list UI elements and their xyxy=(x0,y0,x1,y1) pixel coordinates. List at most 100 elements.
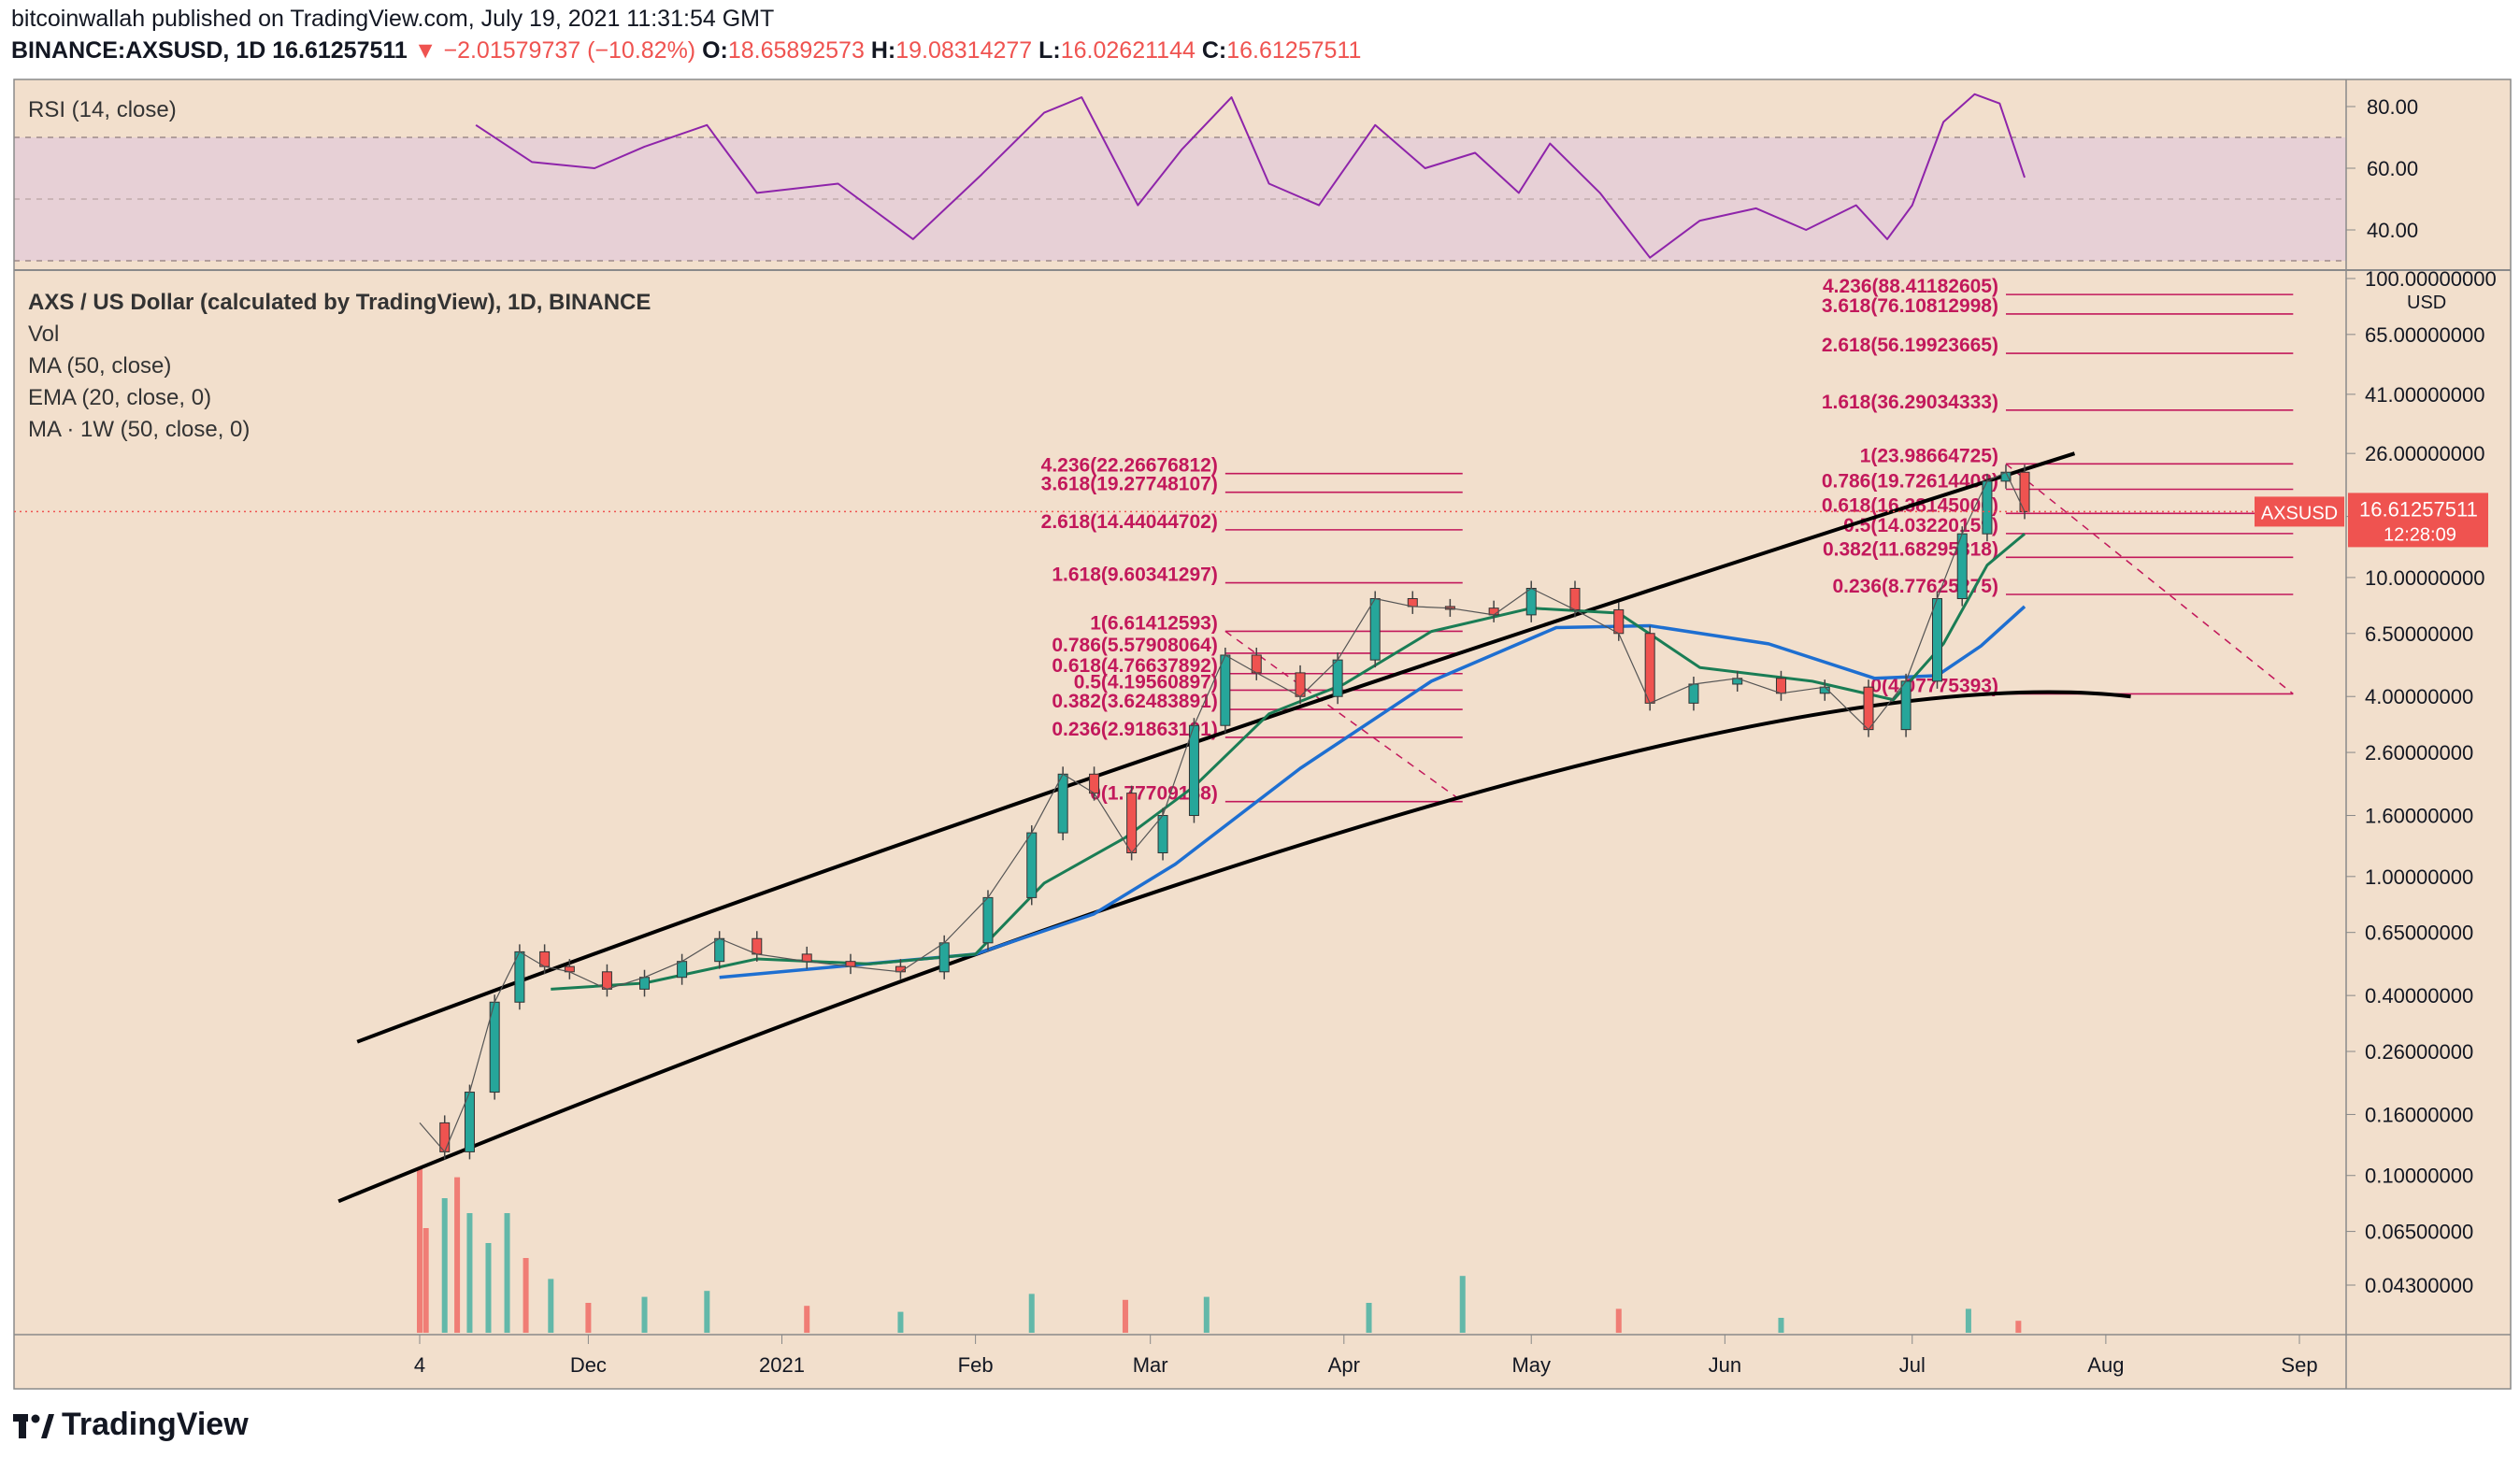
candle-body xyxy=(1220,654,1231,726)
rsi-tick-label: 40.00 xyxy=(2367,219,2418,242)
time-tick-label: Aug xyxy=(2087,1353,2124,1377)
volume-bar xyxy=(585,1303,592,1333)
legend-ema20: EMA (20, close, 0) xyxy=(28,385,212,410)
fib-level-label: 0.236(8.77625275) xyxy=(1832,576,1998,597)
tradingview-logo-icon xyxy=(13,1410,54,1438)
fib-level-label: 0.786(5.57908064) xyxy=(1052,635,1218,656)
candle-body xyxy=(982,896,994,944)
candle-body xyxy=(938,942,950,973)
symbol-tag-bg xyxy=(2255,496,2344,527)
candle-body xyxy=(1900,680,1911,731)
volume-bar xyxy=(1459,1276,1466,1333)
volume-bar xyxy=(1778,1318,1784,1333)
volume-bar xyxy=(422,1228,429,1333)
volume-bar xyxy=(1965,1308,1971,1333)
fib-trend-line xyxy=(2005,463,2294,695)
fib-level-label: 0(1.77709188) xyxy=(1090,783,1218,805)
rsi-legend: RSI (14, close) xyxy=(28,97,177,122)
price-tick-label: 41.00000000 xyxy=(2365,383,2484,407)
price-tag-time: 12:28:09 xyxy=(2384,524,2456,545)
candle-body xyxy=(1525,587,1537,616)
symbol-label: BINANCE:AXSUSD, 1D xyxy=(11,37,266,64)
fib-level-label: 0.5(14.03220159) xyxy=(1843,515,1998,536)
volume-bar xyxy=(548,1279,554,1333)
legend-ma50: MA (50, close) xyxy=(28,353,172,379)
volume-bar xyxy=(454,1177,461,1333)
fib-level-label: 4.236(22.26676812) xyxy=(1041,455,1218,477)
price-tick-label: 0.65000000 xyxy=(2365,922,2473,945)
price-tag-value: 16.61257511 xyxy=(2359,497,2478,521)
close-label: C: xyxy=(1201,37,1227,64)
price-tick-label: 26.00000000 xyxy=(2365,442,2484,465)
ema20-line xyxy=(551,533,2026,991)
price-tick-label: 4.00000000 xyxy=(2365,685,2473,708)
open-label: O: xyxy=(702,37,728,64)
fib-level-label: 0.236(2.91863191) xyxy=(1052,719,1218,740)
fib-trend-line xyxy=(1224,630,1464,803)
fib-level-label: 3.618(19.27748107) xyxy=(1041,474,1218,495)
rsi-line xyxy=(475,93,2026,259)
volume-bar xyxy=(1028,1294,1035,1333)
price-tick-label: 2.60000000 xyxy=(2365,741,2473,765)
volume-bar xyxy=(897,1311,904,1333)
candle-body xyxy=(752,937,763,955)
fib-level-label: 2.618(14.44044702) xyxy=(1041,511,1218,533)
price-tick-label: 100.00000000 xyxy=(2365,267,2497,291)
rsi-tick-label: 60.00 xyxy=(2367,157,2418,180)
candle-body xyxy=(1157,815,1168,853)
time-tick-label: 2021 xyxy=(759,1353,805,1377)
candle-body xyxy=(1775,678,1786,694)
volume-bar xyxy=(1366,1303,1372,1333)
fib-level-label: 4.236(88.41182605) xyxy=(1823,276,1998,297)
time-tick-label: Jul xyxy=(1899,1353,1926,1377)
rsi-tick-label: 80.00 xyxy=(2367,95,2418,119)
fib-level-label: 1(6.61412593) xyxy=(1090,612,1218,634)
price-tick-label: 0.40000000 xyxy=(2365,984,2473,1008)
last-price: 16.61257511 xyxy=(272,37,408,64)
volume-bar xyxy=(417,1168,422,1333)
fib-level-label: 2.618(56.19923665) xyxy=(1822,335,1998,356)
tradingview-brand: TradingView xyxy=(13,1407,249,1443)
price-tick-label: 1.60000000 xyxy=(2365,805,2473,828)
candle-body xyxy=(1332,659,1343,697)
symbol-ohlc-line: BINANCE:AXSUSD, 1D 16.61257511 ▼ −2.0157… xyxy=(11,37,1361,64)
candle-body xyxy=(1688,683,1699,704)
time-tick-label: 4 xyxy=(414,1353,425,1377)
price-tick-label: 65.00000000 xyxy=(2365,323,2484,347)
low-label: L: xyxy=(1038,37,1061,64)
channel-lower-curve xyxy=(337,690,2131,1204)
volume-bar xyxy=(2015,1321,2022,1333)
price-tick-label: 0.10000000 xyxy=(2365,1165,2473,1188)
volume-bar xyxy=(504,1213,510,1333)
publisher-line: bitcoinwallah published on TradingView.c… xyxy=(11,6,775,32)
fib-level-label: 0.618(4.76637892) xyxy=(1052,655,1218,677)
high-label: H: xyxy=(870,37,896,64)
fib-level-label: 0.786(19.72614408) xyxy=(1822,470,1998,492)
candle-body xyxy=(1026,832,1038,898)
channel-upper-curve xyxy=(356,451,2076,1044)
volume-bar xyxy=(1203,1296,1210,1333)
price-tick-label: 0.26000000 xyxy=(2365,1040,2473,1064)
candle-body xyxy=(801,953,812,963)
price-tick-label: 0.04300000 xyxy=(2365,1274,2473,1297)
price-tick-label: 1.00000000 xyxy=(2365,865,2473,889)
legend-ma1w: MA · 1W (50, close, 0) xyxy=(28,417,251,442)
high-value: 19.08314277 xyxy=(895,37,1033,64)
time-tick-label: Dec xyxy=(570,1353,607,1377)
price-tick-label: 10.00000000 xyxy=(2365,566,2484,590)
main-legend-title: AXS / US Dollar (calculated by TradingVi… xyxy=(28,290,651,315)
candle-body xyxy=(1057,773,1068,834)
candle-body xyxy=(601,971,612,990)
fib-level-label: 0.5(4.19560897) xyxy=(1074,671,1218,693)
volume-bar xyxy=(441,1198,448,1333)
candle-body xyxy=(677,961,688,979)
price-line xyxy=(419,471,2026,1153)
candle-body xyxy=(714,937,725,963)
chart-frame xyxy=(13,79,2512,1390)
time-tick-label: May xyxy=(1511,1353,1551,1377)
candle-body xyxy=(1613,608,1625,635)
fib-level-label: 1.618(9.60341297) xyxy=(1052,565,1218,586)
volume-bar xyxy=(1122,1299,1128,1333)
candle-body xyxy=(639,977,651,990)
